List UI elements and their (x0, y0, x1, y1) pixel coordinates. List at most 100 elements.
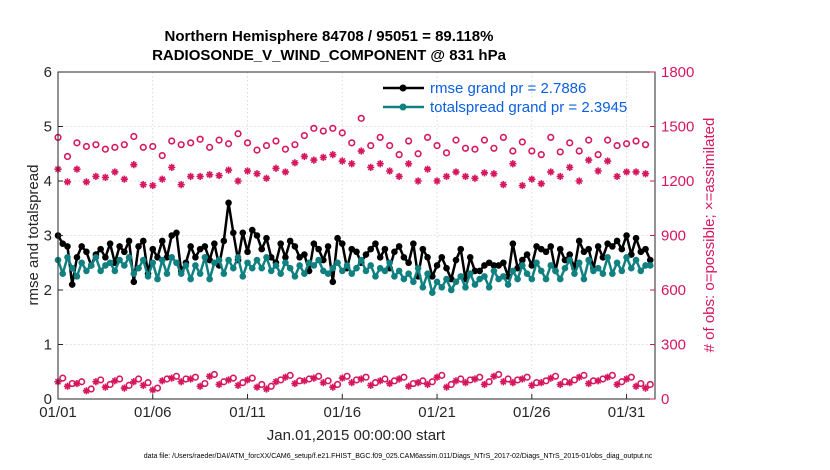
totalspread-1-point (73, 273, 81, 280)
obs-2-point (575, 147, 583, 155)
obs-5-point (120, 384, 128, 392)
obs-2-point (499, 133, 507, 141)
obs-2-point (452, 136, 460, 144)
obs-5-point (461, 379, 470, 387)
x-tick-label: 01/01 (39, 404, 77, 421)
obs-3-point (433, 177, 441, 185)
rmse-0-point (609, 243, 616, 250)
obs-5-point (575, 373, 583, 381)
obs-2-point (518, 138, 526, 146)
rmse-0-point (73, 253, 81, 261)
obs-2-point (357, 114, 365, 122)
obs-4-point (59, 374, 67, 382)
totalspread-1-point (405, 270, 412, 277)
rmse-0-point (211, 240, 218, 247)
obs-5-point (528, 381, 536, 389)
rmse-0-point (410, 240, 417, 247)
totalspread-1-point (230, 264, 237, 272)
rmse-0-point (301, 251, 308, 258)
obs-2-point (613, 141, 621, 150)
totalspread-1-point (329, 264, 337, 272)
plot-frame (57, 71, 656, 400)
obs-5-point (130, 378, 138, 386)
obs-5-point (566, 379, 574, 387)
obs-5-point (215, 380, 223, 389)
totalspread-1-point (182, 262, 190, 269)
rmse-0-point (376, 253, 384, 261)
obs-2-point (224, 140, 233, 148)
obs-3-point (604, 157, 612, 165)
obs-2-point (310, 124, 318, 132)
rmse-0-point (509, 240, 517, 247)
totalspread-1-point (267, 267, 275, 275)
totalspread-1-point (234, 253, 242, 261)
obs-2-point (82, 142, 91, 151)
rmse-0-point (230, 229, 237, 237)
obs-2-point (243, 139, 252, 147)
totalspread-1-point (343, 262, 351, 269)
rmse-0-point (381, 245, 389, 253)
totalspread-1-point (400, 275, 408, 283)
totalspread-1-point (443, 275, 450, 283)
rmse-0-point (395, 243, 403, 250)
obs-5-point (272, 378, 280, 386)
totalspread-1-point (277, 270, 284, 277)
totalspread-1-point (462, 283, 469, 291)
obs-2-point (622, 140, 631, 148)
obs-3-point (499, 181, 507, 189)
rmse-0-point (106, 240, 114, 247)
obs-2-point (414, 150, 422, 158)
y-right-tick-label: 600 (661, 282, 686, 299)
obs-5-point (177, 378, 185, 386)
x-tick-label: 01/26 (513, 404, 551, 421)
totalspread-1-point (481, 273, 488, 280)
obs-5-point (604, 373, 612, 381)
totalspread-1-point (121, 262, 128, 269)
obs-2-point (594, 151, 602, 159)
obs-3-point (414, 177, 422, 185)
obs-2-point (338, 129, 346, 137)
totalspread-1-point (192, 262, 199, 269)
rmse-0-point (291, 243, 299, 250)
totalspread-1-point (537, 267, 545, 275)
totalspread-1-point (438, 283, 446, 291)
totalspread-1-point (447, 286, 455, 294)
totalspread-1-point (116, 256, 123, 264)
obs-5-point (547, 374, 555, 382)
obs-2-point (556, 148, 564, 156)
obs-3-point (92, 172, 100, 181)
obs-3-point (594, 167, 602, 175)
obs-5-point (319, 379, 327, 387)
obs-3-point (215, 171, 223, 180)
rmse-0-point (556, 245, 564, 253)
rmse-0-point (329, 278, 337, 286)
obs-3-point (490, 170, 498, 178)
rmse-0-point (225, 199, 232, 207)
obs-5-point (499, 378, 507, 386)
obs-5-point (234, 381, 242, 389)
obs-2-point (471, 145, 479, 153)
totalspread-1-point (154, 275, 161, 283)
rmse-0-point (523, 251, 531, 258)
obs-2-point (130, 132, 138, 141)
obs-3-point (566, 163, 574, 171)
obs-5-point (111, 377, 119, 385)
totalspread-1-point (424, 270, 431, 277)
rmse-0-point (632, 234, 640, 242)
rmse-0-point (519, 256, 526, 264)
totalspread-1-point (225, 256, 232, 264)
obs-2-point (386, 141, 394, 150)
data-file-note: data file: /Users/raeder/DAI/ATM_forcXX/… (144, 453, 653, 460)
rmse-0-point (201, 243, 209, 250)
totalspread-1-point (248, 264, 256, 272)
totalspread-1-point (585, 256, 592, 264)
totalspread-1-point (206, 275, 213, 283)
rmse-0-point (391, 248, 398, 256)
obs-5-point (622, 375, 631, 383)
totalspread-1-point (334, 259, 341, 267)
totalspread-1-point (533, 259, 540, 267)
obs-5-point (338, 374, 346, 382)
totalspread-1-point (215, 256, 223, 264)
obs-2-point (168, 137, 176, 145)
totalspread-1-point (419, 283, 427, 291)
